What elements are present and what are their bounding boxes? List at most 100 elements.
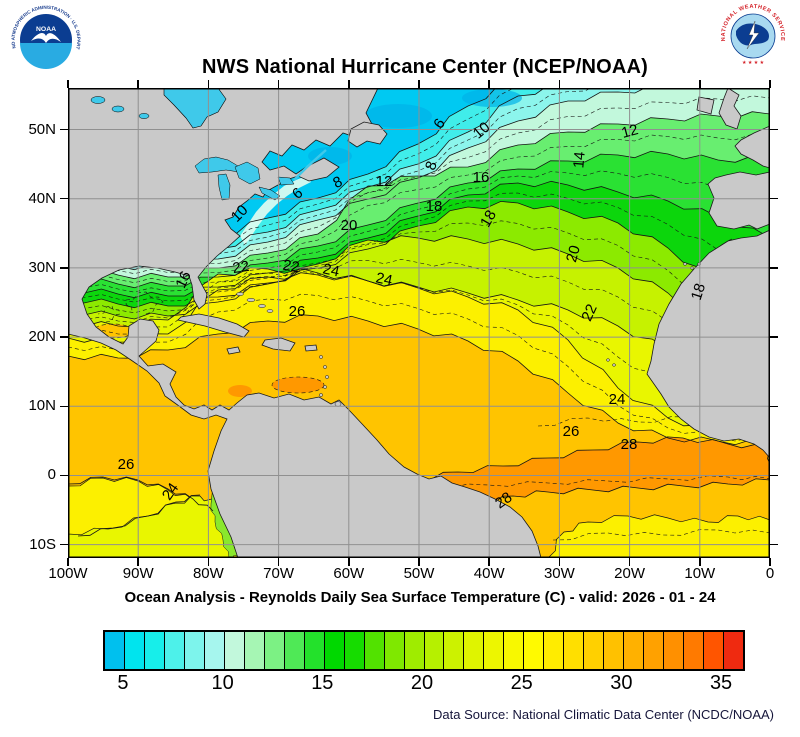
colorbar [103, 630, 745, 671]
contour-label: 18 [426, 198, 443, 215]
nws-lightning-icon [746, 20, 760, 50]
lon-tick-top [418, 80, 420, 88]
colorbar-segment [183, 632, 204, 669]
lat-tick-left [60, 474, 68, 477]
contour-label: 22 [281, 257, 300, 277]
land-africa [646, 229, 770, 459]
lon-label: 10W [684, 565, 716, 582]
lat-tick-right [770, 267, 778, 269]
lon-tick-top [769, 80, 771, 88]
contour-line [68, 314, 770, 446]
lon-tick-bottom [348, 558, 350, 566]
island [258, 304, 266, 308]
noaa-logo: NATIONAL OCEANIC AND ATMOSPHERIC ADMINIS… [11, 5, 81, 75]
island [612, 363, 616, 367]
lon-label: 60W [333, 565, 365, 582]
lake [111, 105, 125, 113]
dashed-contour [68, 170, 770, 293]
lon-tick-bottom [699, 558, 701, 566]
caribbean-warm-patch [271, 376, 325, 394]
hudson-bay [163, 88, 227, 129]
contour-label: 20 [563, 244, 584, 265]
lake [90, 96, 106, 104]
lon-label: 50W [403, 565, 435, 582]
colorbar-segment [303, 632, 324, 669]
colorbar-segment [105, 632, 124, 669]
colorbar-segment [723, 632, 743, 669]
contour-label: 24 [159, 480, 182, 503]
lake-ontario [277, 176, 295, 186]
colorbar-segment [543, 632, 564, 669]
island [236, 292, 244, 296]
colorbar-tick-label: 35 [709, 672, 733, 694]
lat-tick-right [770, 474, 778, 477]
colorbar-tick-label: 10 [211, 672, 234, 694]
land-puerto-rico [304, 344, 318, 352]
island [683, 262, 687, 266]
lat-label: 20N [28, 328, 56, 346]
lon-tick-bottom [277, 558, 280, 566]
contour-label: 28 [492, 489, 515, 512]
colorbar-segment [243, 632, 264, 669]
lon-label: 0 [765, 565, 775, 582]
lat-label: 40N [28, 189, 56, 207]
lon-tick-top [628, 80, 631, 88]
island [266, 309, 274, 313]
colorbar-segment [343, 632, 364, 669]
island [319, 393, 323, 397]
colorbar-segment [443, 632, 464, 669]
contour-label: 24 [321, 260, 341, 280]
st-lawrence-river [293, 149, 327, 181]
land-britain [718, 88, 742, 130]
lon-tick-bottom [769, 558, 771, 566]
colorbar-tick-label: 25 [510, 672, 533, 694]
colorbar-segment [463, 632, 484, 669]
colorbar-segment [363, 632, 384, 669]
colorbar-segment [123, 632, 144, 669]
colorbar-segment [163, 632, 184, 669]
land [68, 88, 542, 558]
colorbar-segment [323, 632, 344, 669]
colorbar-segment [423, 632, 444, 669]
contour-label: 24 [374, 269, 394, 289]
lat-tick-left [60, 543, 68, 546]
island [323, 365, 327, 369]
contour-label: 26 [118, 456, 135, 473]
lat-label: 10N [28, 397, 56, 415]
lon-label: 20W [614, 565, 646, 582]
contour-line [77, 494, 201, 537]
colorbar-segment [603, 632, 624, 669]
land-newfoundland [347, 121, 388, 148]
dashed-contour [537, 416, 770, 427]
contour-line [68, 200, 770, 329]
lon-tick-bottom [418, 558, 420, 566]
contour-label: 22 [231, 258, 250, 277]
contour-label: 14 [570, 151, 588, 169]
dashed-contour [552, 529, 770, 541]
noaa-label: NOAA [36, 26, 56, 33]
colorbar-segment [563, 632, 584, 669]
contour-label: 26 [289, 303, 306, 320]
lake-erie [258, 186, 281, 201]
contour-line [68, 476, 214, 512]
colorbar-tick-label: 20 [410, 672, 434, 694]
lat-tick-left [60, 336, 68, 338]
lon-tick-top [67, 80, 69, 88]
lat-tick-left [60, 405, 68, 408]
colorbar-segment [703, 632, 724, 669]
colorbar-segment [503, 632, 524, 669]
island [606, 358, 610, 362]
contour-label: 22 [578, 302, 600, 324]
colorbar-tick-label: 15 [311, 672, 334, 694]
lat-tick-right [770, 336, 778, 338]
dashed-contour [427, 475, 770, 490]
colorbar-segment [663, 632, 684, 669]
lon-tick-bottom [137, 558, 139, 566]
colorbar-segment [383, 632, 404, 669]
nws-logo: NATIONAL WEATHER SERVICE ★ ★ ★ ★ [720, 3, 786, 69]
contour-line [68, 235, 770, 361]
lon-tick-top [348, 80, 350, 88]
sst-band-28 [415, 436, 770, 510]
